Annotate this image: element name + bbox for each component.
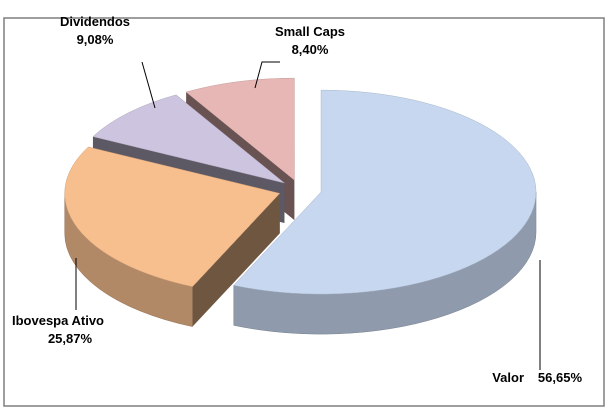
- leader-line: [141, 61, 156, 109]
- slice-label: Valor: [492, 370, 524, 385]
- pie-tops: [64, 77, 537, 295]
- pie-slice: [185, 77, 295, 181]
- slice-label: Ibovespa Ativo: [12, 313, 104, 328]
- labels: Valor 56,65% Ibovespa Ativo 25,87% Dividendo…: [12, 14, 582, 385]
- slice-value-label: 56,65%: [538, 370, 583, 385]
- slice-label: Small Caps: [275, 24, 345, 39]
- slice-value-label: 25,87%: [48, 331, 93, 346]
- pie-slice: [64, 146, 281, 287]
- slice-value-label: 9,08%: [77, 32, 114, 47]
- leader-line: [254, 61, 280, 89]
- pie-slice: [92, 94, 285, 184]
- slice-label: Dividendos: [60, 14, 130, 29]
- slice-value-label: 8,40%: [292, 42, 329, 57]
- pie-slice: [233, 89, 537, 295]
